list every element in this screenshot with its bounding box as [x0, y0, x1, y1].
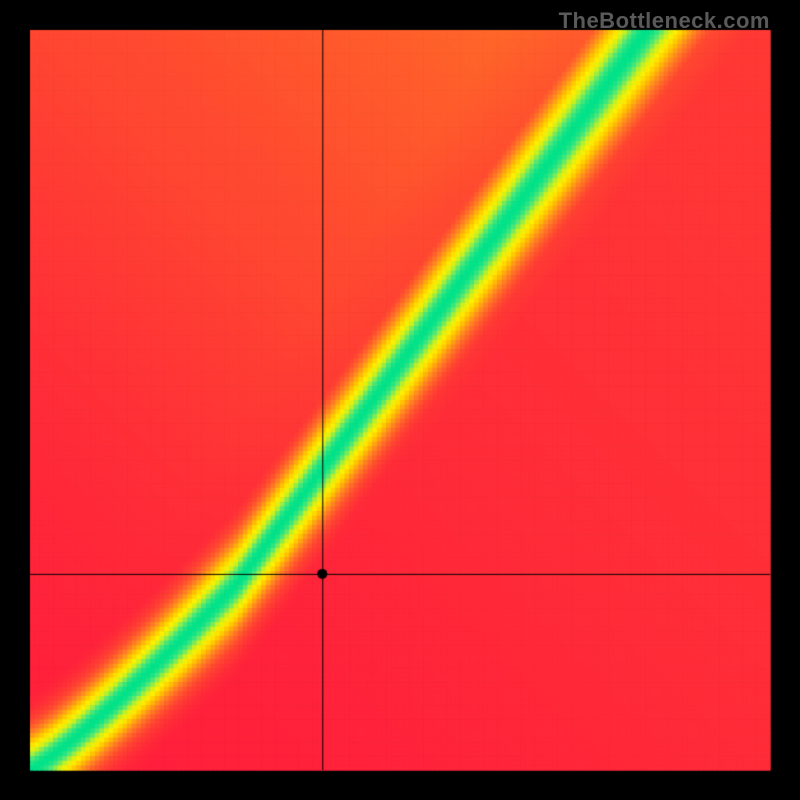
watermark-text: TheBottleneck.com — [559, 8, 770, 34]
chart-container: TheBottleneck.com — [0, 0, 800, 800]
bottleneck-heatmap — [0, 0, 800, 800]
